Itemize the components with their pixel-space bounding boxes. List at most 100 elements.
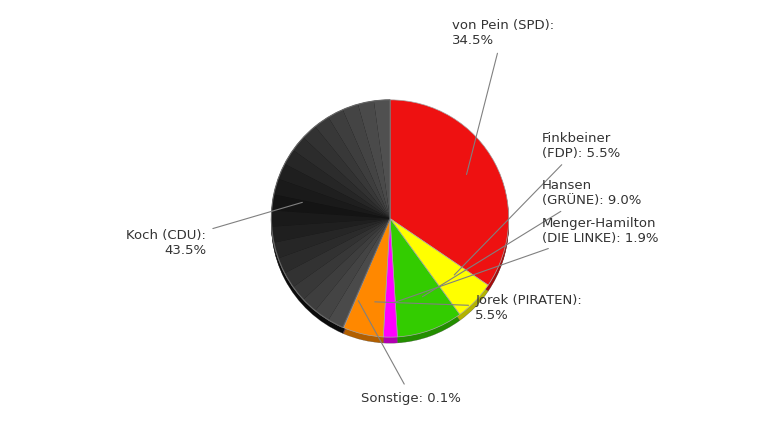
Wedge shape: [271, 106, 390, 332]
Wedge shape: [390, 221, 459, 339]
Wedge shape: [315, 219, 390, 320]
Wedge shape: [285, 219, 390, 287]
Wedge shape: [278, 219, 390, 274]
Wedge shape: [374, 101, 390, 219]
Wedge shape: [390, 223, 488, 318]
Wedge shape: [383, 222, 398, 340]
Text: Jorek (PIRATEN):
5.5%: Jorek (PIRATEN): 5.5%: [374, 294, 582, 322]
Wedge shape: [390, 224, 488, 320]
Wedge shape: [303, 219, 390, 311]
Wedge shape: [390, 220, 488, 316]
Wedge shape: [390, 223, 459, 341]
Wedge shape: [343, 222, 390, 340]
Text: von Pein (SPD):
34.5%: von Pein (SPD): 34.5%: [452, 19, 554, 175]
Wedge shape: [390, 105, 509, 290]
Wedge shape: [343, 222, 390, 339]
Text: Sonstige: 0.1%: Sonstige: 0.1%: [358, 301, 461, 404]
Wedge shape: [383, 219, 398, 337]
Wedge shape: [343, 223, 390, 332]
Wedge shape: [390, 106, 509, 291]
Wedge shape: [343, 219, 390, 338]
Wedge shape: [343, 219, 390, 328]
Wedge shape: [383, 220, 398, 339]
Wedge shape: [271, 103, 390, 330]
Wedge shape: [315, 118, 390, 219]
Wedge shape: [271, 102, 390, 329]
Wedge shape: [390, 107, 509, 292]
Wedge shape: [390, 219, 488, 315]
Text: Hansen
(GRÜNE): 9.0%: Hansen (GRÜNE): 9.0%: [423, 179, 641, 297]
Wedge shape: [390, 222, 459, 339]
Wedge shape: [271, 104, 390, 331]
Wedge shape: [390, 219, 459, 337]
Wedge shape: [274, 180, 390, 219]
Wedge shape: [271, 106, 390, 333]
Wedge shape: [343, 223, 390, 332]
Wedge shape: [328, 219, 390, 328]
Wedge shape: [343, 220, 390, 339]
Wedge shape: [303, 127, 390, 219]
Wedge shape: [271, 101, 390, 328]
Wedge shape: [271, 104, 390, 331]
Wedge shape: [343, 224, 390, 342]
Wedge shape: [383, 222, 398, 340]
Wedge shape: [390, 224, 488, 320]
Wedge shape: [390, 221, 488, 317]
Wedge shape: [390, 101, 509, 286]
Wedge shape: [271, 102, 390, 329]
Text: Koch (CDU):
43.5%: Koch (CDU): 43.5%: [126, 203, 303, 257]
Wedge shape: [343, 223, 390, 341]
Text: Finkbeiner
(FDP): 5.5%: Finkbeiner (FDP): 5.5%: [454, 132, 620, 276]
Wedge shape: [343, 221, 390, 330]
Wedge shape: [390, 104, 509, 289]
Wedge shape: [390, 222, 488, 318]
Wedge shape: [383, 223, 398, 342]
Wedge shape: [358, 102, 390, 219]
Wedge shape: [390, 101, 509, 286]
Wedge shape: [343, 219, 390, 328]
Wedge shape: [274, 219, 390, 259]
Wedge shape: [343, 224, 390, 333]
Wedge shape: [343, 224, 390, 333]
Wedge shape: [390, 219, 488, 315]
Wedge shape: [390, 222, 459, 340]
Wedge shape: [271, 105, 390, 332]
Wedge shape: [343, 219, 390, 337]
Wedge shape: [343, 222, 390, 331]
Wedge shape: [271, 107, 390, 334]
Wedge shape: [343, 221, 390, 339]
Wedge shape: [285, 151, 390, 219]
Wedge shape: [390, 219, 459, 338]
Wedge shape: [390, 223, 459, 341]
Wedge shape: [343, 225, 390, 343]
Wedge shape: [383, 219, 398, 338]
Wedge shape: [383, 225, 398, 343]
Wedge shape: [390, 106, 509, 290]
Wedge shape: [390, 104, 509, 289]
Wedge shape: [328, 110, 390, 219]
Wedge shape: [383, 224, 398, 342]
Wedge shape: [343, 225, 390, 334]
Wedge shape: [343, 223, 390, 341]
Wedge shape: [390, 222, 488, 317]
Wedge shape: [343, 222, 390, 330]
Wedge shape: [390, 224, 459, 343]
Wedge shape: [271, 219, 390, 243]
Wedge shape: [271, 101, 390, 328]
Wedge shape: [383, 224, 398, 343]
Wedge shape: [383, 223, 398, 341]
Wedge shape: [293, 138, 390, 219]
Wedge shape: [278, 165, 390, 219]
Wedge shape: [343, 224, 390, 343]
Wedge shape: [342, 105, 390, 219]
Text: Menger-Hamilton
(DIE LINKE): 1.9%: Menger-Hamilton (DIE LINKE): 1.9%: [394, 217, 658, 303]
Wedge shape: [293, 219, 390, 300]
Wedge shape: [343, 220, 390, 329]
Wedge shape: [271, 211, 390, 227]
Wedge shape: [390, 223, 488, 319]
Wedge shape: [390, 224, 459, 342]
Wedge shape: [383, 221, 398, 339]
Wedge shape: [390, 225, 459, 343]
Wedge shape: [390, 225, 488, 321]
Wedge shape: [271, 195, 390, 219]
